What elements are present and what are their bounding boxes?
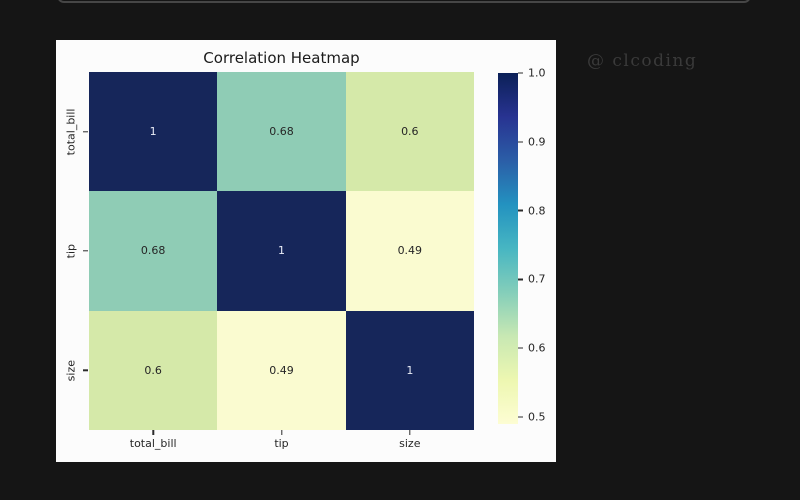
- y-axis-tick-marks: [83, 72, 89, 430]
- heatmap-cell: 0.6: [345, 72, 474, 192]
- chart-title: Correlation Heatmap: [203, 49, 360, 67]
- colorbar-tick-mark: [518, 347, 523, 349]
- colorbar-tick-label: 0.5: [528, 410, 546, 424]
- x-tick-mark: [152, 430, 154, 435]
- x-tick-mark: [409, 430, 411, 435]
- heatmap-figure: Correlation Heatmap 1 0.68 0.6 0.68 1 0.49 0.6…: [56, 40, 556, 462]
- y-tick-mark: [83, 369, 88, 372]
- x-tick-label: size: [399, 437, 421, 450]
- heatmap-cell: 0.68: [217, 72, 346, 192]
- colorbar-tick-label: 0.7: [528, 272, 546, 286]
- y-tick-label: size: [64, 359, 78, 381]
- heatmap-cell: 0.6: [89, 310, 218, 430]
- colorbar-tick-label: 1.0: [528, 66, 546, 80]
- heatmap-cell: 0.68: [89, 191, 218, 311]
- heatmap-cell: 1: [89, 72, 218, 192]
- colorbar-gradient: [498, 73, 518, 424]
- colorbar-tick: 0.8: [518, 205, 546, 216]
- colorbar-tick-mark: [518, 72, 523, 74]
- heatmap-grid: 1 0.68 0.6 0.68 1 0.49 0.6 0.49 1: [89, 72, 474, 430]
- x-tick-label: tip: [274, 437, 289, 450]
- y-tick-mark: [83, 130, 88, 133]
- colorbar-ticks: 1.0 0.9 0.8 0.7 0.6 0.5: [518, 68, 558, 424]
- colorbar-tick: 0.7: [518, 274, 546, 285]
- heatmap-cell: 1: [217, 191, 346, 311]
- colorbar-tick-label: 0.9: [528, 135, 546, 149]
- colorbar-tick-label: 0.8: [528, 204, 546, 218]
- y-tick-label: total_bill: [64, 108, 78, 156]
- x-axis-tick-marks: [89, 430, 474, 436]
- colorbar-tick-mark: [518, 141, 523, 143]
- colorbar-tick-mark: [518, 209, 523, 212]
- heatmap-cell: 0.49: [345, 191, 474, 311]
- heatmap-cell: 0.49: [217, 310, 346, 430]
- colorbar-tick: 0.5: [518, 412, 546, 423]
- colorbar-tick: 0.9: [518, 136, 546, 147]
- y-tick-label: tip: [64, 243, 78, 259]
- colorbar-tick: 1.0: [518, 68, 546, 79]
- x-tick-label: total_bill: [129, 437, 177, 450]
- colorbar-tick: 0.6: [518, 343, 546, 354]
- watermark-text: @ clcoding: [587, 51, 698, 71]
- x-axis-labels: total_bill tip size: [89, 437, 474, 450]
- heatmap-cell: 1: [345, 310, 474, 430]
- colorbar-tick-mark: [518, 416, 523, 418]
- y-tick-mark: [83, 250, 88, 252]
- colorbar-tick-mark: [518, 278, 523, 281]
- colorbar-tick-label: 0.6: [528, 341, 546, 355]
- x-tick-mark: [280, 430, 283, 435]
- cropped-top-element-edge: [57, 0, 751, 3]
